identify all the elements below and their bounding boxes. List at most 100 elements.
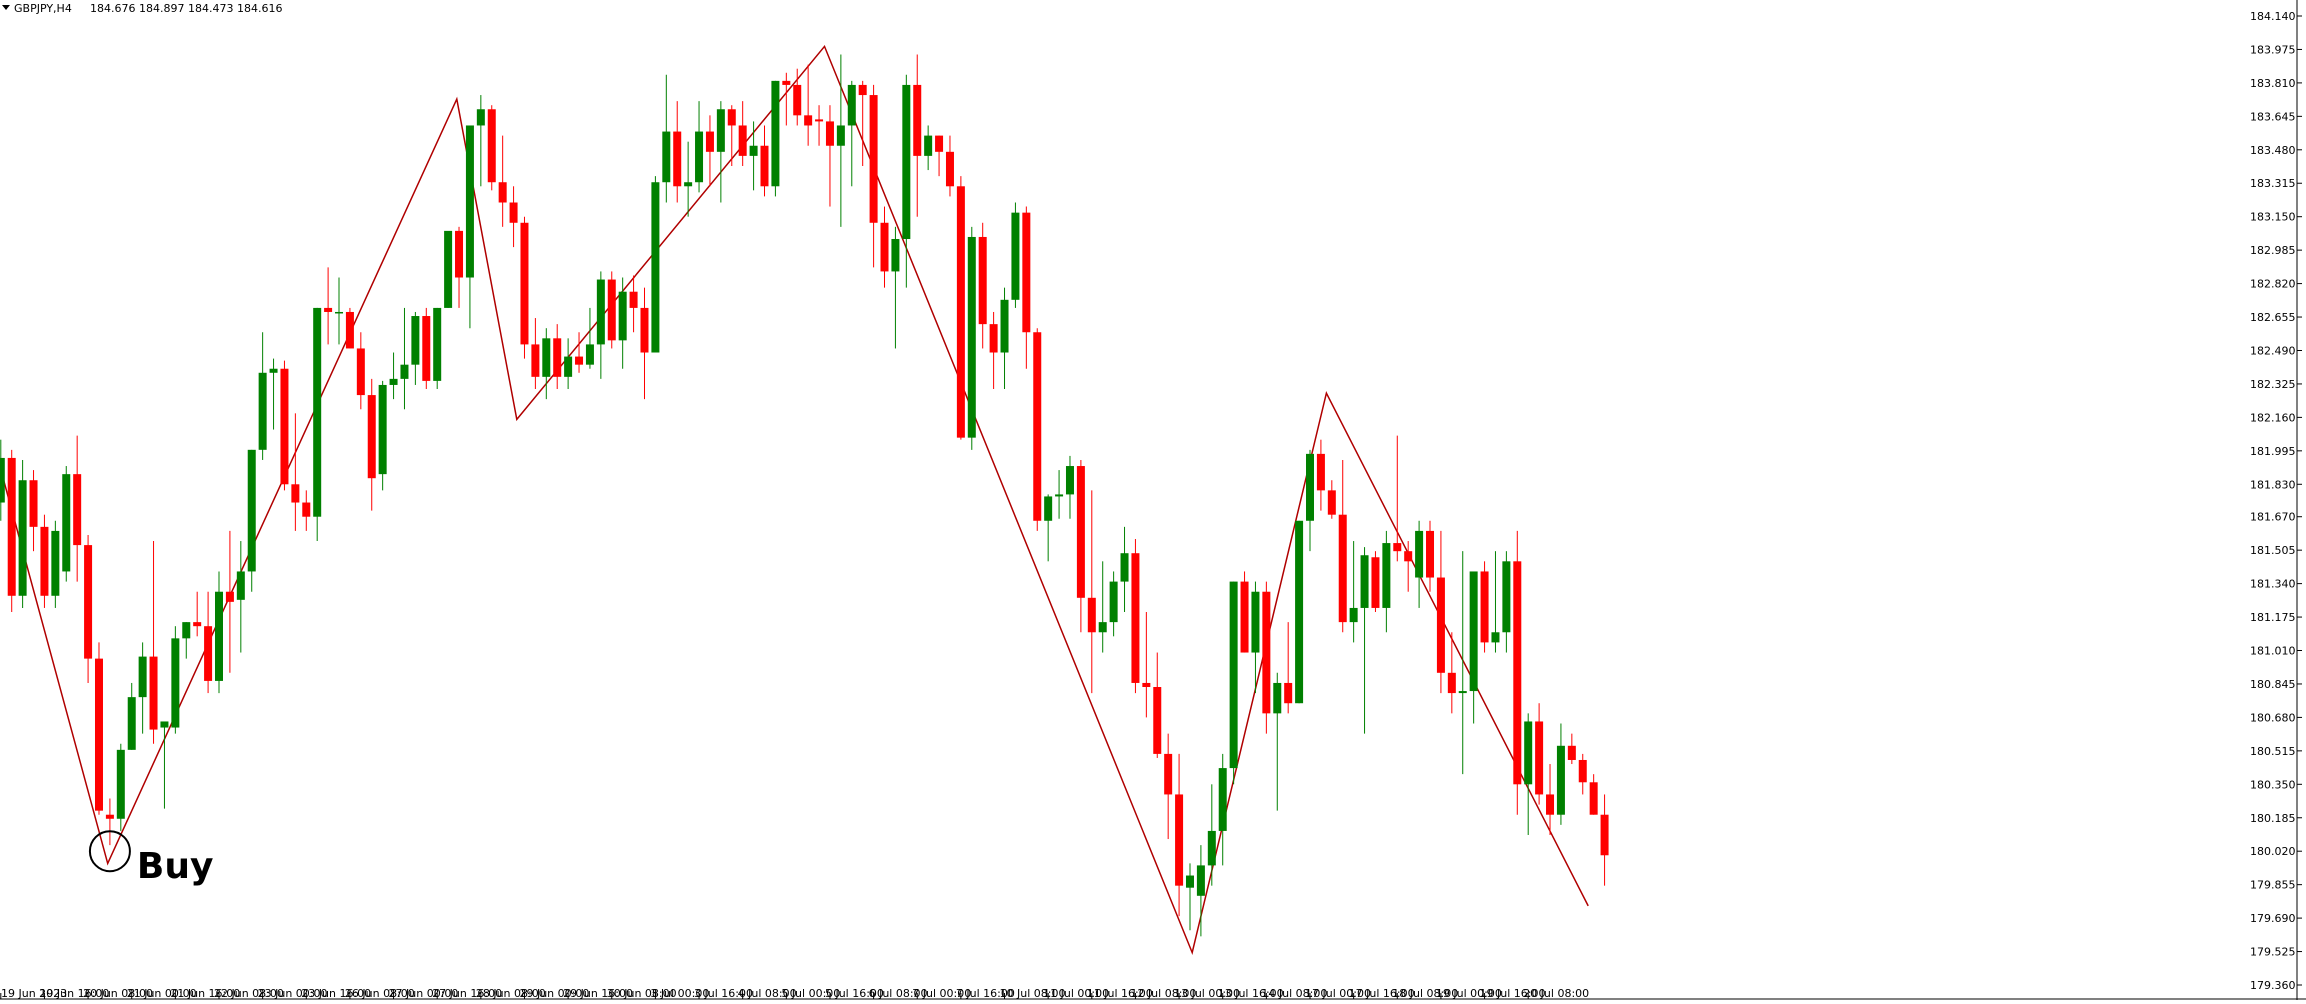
candle [978, 222, 987, 349]
candle [0, 439, 5, 521]
candle-body [1338, 514, 1347, 623]
candle [585, 307, 594, 369]
candle-body [1371, 557, 1380, 608]
candle [727, 105, 736, 167]
price-tick-label: 184.140 [2250, 10, 2296, 23]
candle-body [302, 502, 311, 517]
candle [1556, 723, 1565, 825]
candle [1382, 530, 1391, 633]
candle-body [880, 222, 889, 272]
candle [1262, 581, 1271, 734]
candle-body [1393, 543, 1402, 552]
candle [924, 125, 933, 171]
price-tick-label: 179.525 [2250, 946, 2296, 959]
candle [345, 307, 354, 349]
candle [956, 176, 965, 440]
price-tick-label: 180.350 [2250, 778, 2296, 791]
time-tick-label: 3 Jul 00:00 [650, 987, 709, 1000]
candle-body [716, 109, 725, 152]
price-tick-label: 183.975 [2250, 43, 2296, 56]
candle [629, 275, 638, 333]
candle [498, 135, 507, 227]
candle [247, 449, 256, 592]
candle [160, 721, 169, 809]
candle [302, 490, 311, 531]
time-tick-label: 3 Jul 16:00 [694, 987, 753, 1000]
candle-body [40, 526, 49, 596]
chart-menu-triangle-icon[interactable] [2, 5, 10, 10]
candle [1360, 547, 1369, 734]
price-tick-label: 181.995 [2250, 445, 2296, 458]
price-tick-label: 183.810 [2250, 77, 2296, 90]
candle-body [1011, 212, 1020, 300]
candle [1185, 863, 1194, 931]
price-tick-label: 183.480 [2250, 144, 2296, 157]
candle-body [476, 109, 485, 126]
candle-body [1131, 553, 1140, 683]
candle [367, 378, 376, 511]
candle [1404, 541, 1413, 592]
candle [444, 230, 453, 308]
time-tick-label: 17 Jul 16:00 [1349, 987, 1415, 1000]
candle-body [138, 656, 147, 698]
candle-body [455, 230, 464, 278]
candle [1393, 435, 1402, 562]
candle [989, 311, 998, 390]
symbol-timeframe-label: GBPJPY,H4 [14, 2, 72, 15]
candle [793, 68, 802, 126]
candle-body [1589, 782, 1598, 815]
candle [1055, 470, 1064, 519]
candle-body [433, 307, 442, 381]
candle [1240, 571, 1249, 653]
candle-body [1065, 466, 1074, 495]
candle [1218, 753, 1227, 866]
time-tick-label: 6 Jul 08:00 [869, 987, 928, 1000]
candle-body [585, 344, 594, 365]
candle [258, 332, 267, 460]
candle [596, 271, 605, 379]
candle [182, 622, 191, 659]
candle-body [553, 338, 562, 377]
candle [116, 743, 125, 831]
candle [1098, 561, 1107, 653]
candle-body [858, 84, 867, 96]
candle [716, 101, 725, 203]
candle [1306, 449, 1314, 552]
time-tick-label: 17 Jul 00:00 [1305, 987, 1371, 1000]
candle [378, 380, 387, 491]
time-tick-label: 20 Jun 08:00 [83, 987, 153, 1000]
chart-header: GBPJPY,H4 184.676 184.897 184.473 184.61… [2, 2, 282, 15]
candle-body [1382, 543, 1391, 608]
price-tick-label: 183.645 [2250, 110, 2296, 123]
candle [1164, 733, 1173, 840]
candle-body [73, 474, 82, 546]
time-tick-label: 7 Jul 00:00 [912, 987, 971, 1000]
candle-body [1229, 581, 1238, 769]
candle-body [51, 530, 60, 596]
price-tick-label: 182.160 [2250, 411, 2296, 424]
candle-body [1556, 745, 1565, 815]
candle-body [1000, 299, 1009, 353]
candle [127, 682, 136, 750]
candle-body [815, 119, 824, 122]
candle-body [1185, 875, 1194, 888]
candle [847, 80, 856, 187]
time-tick-label: 19 Jul 16:00 [1480, 987, 1546, 1000]
candle-body [542, 338, 551, 377]
candle-body [1502, 561, 1511, 633]
candle [313, 307, 322, 542]
buy-marker-circle [88, 830, 131, 873]
candle-body [1262, 591, 1271, 714]
candle [749, 121, 758, 191]
candle-body [116, 749, 125, 819]
candle-body [127, 697, 136, 750]
candle [1480, 561, 1489, 653]
candle [1502, 551, 1511, 653]
price-tick-label: 181.830 [2250, 478, 2296, 491]
candle [1033, 328, 1042, 531]
candle [575, 332, 584, 373]
candle-body [607, 279, 616, 341]
candle [935, 135, 944, 177]
